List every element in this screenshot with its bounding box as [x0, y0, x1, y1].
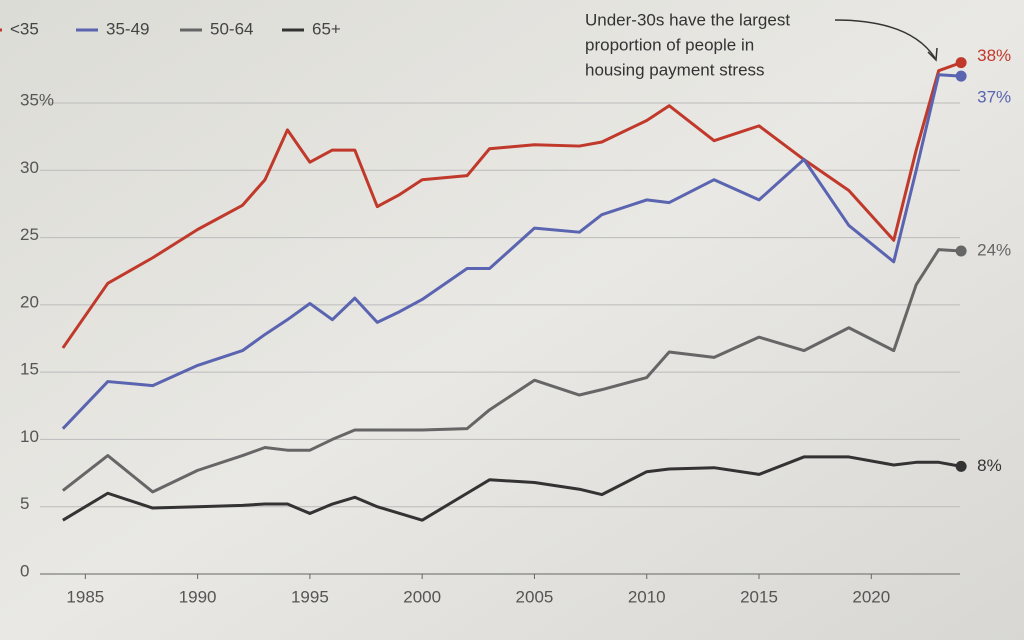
y-tick-label: 15 — [20, 360, 39, 379]
y-tick-label: 10 — [20, 427, 39, 446]
x-tick-label: 1985 — [66, 587, 104, 606]
legend-label: 65+ — [312, 19, 341, 38]
value-label: 24% — [977, 241, 1011, 260]
x-tick-label: 2020 — [852, 587, 890, 606]
y-tick-label: 5 — [20, 494, 29, 513]
value-label: 8% — [977, 456, 1002, 475]
end-point — [955, 57, 967, 69]
annotation-arrow — [834, 19, 936, 59]
y-tick-label: 0 — [20, 561, 29, 580]
x-tick-label: 2000 — [403, 587, 441, 606]
end-point — [955, 70, 967, 82]
annotation: Under-30s have the largest — [585, 10, 790, 29]
value-label: 37% — [977, 88, 1011, 107]
series-line — [61, 73, 962, 430]
annotation: proportion of people in — [585, 35, 754, 54]
y-tick-label: 20 — [20, 292, 39, 311]
annotation-arrowhead — [927, 47, 938, 62]
legend-label: <35 — [10, 19, 39, 38]
annotation: housing payment stress — [585, 60, 765, 79]
y-tick-label: 35% — [20, 90, 54, 109]
y-tick-label: 25 — [20, 225, 39, 244]
x-tick-label: 2010 — [628, 587, 666, 606]
legend-label: 50-64 — [210, 19, 253, 38]
legend-label: 35-49 — [106, 19, 149, 38]
end-point — [955, 245, 967, 257]
x-tick-label: 1990 — [179, 587, 217, 606]
series-line — [62, 455, 962, 522]
series-line — [61, 248, 962, 494]
x-tick-label: 2005 — [516, 587, 554, 606]
end-point — [955, 460, 967, 472]
value-label: 38% — [977, 46, 1011, 65]
x-tick-label: 1995 — [291, 587, 329, 606]
y-tick-label: 30 — [20, 158, 39, 177]
series-line — [61, 61, 962, 349]
x-tick-label: 2015 — [740, 587, 778, 606]
